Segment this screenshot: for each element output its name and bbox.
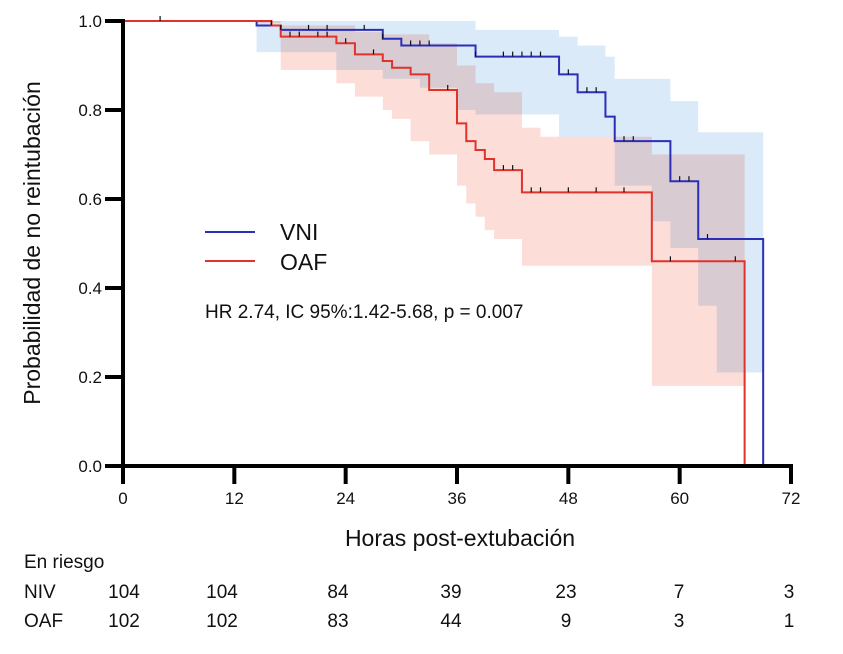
x-axis-title: Horas post-extubación	[345, 525, 575, 551]
legend: VNI OAF	[205, 219, 327, 275]
risk-value: 3	[783, 582, 795, 603]
axes: 0.0 0.2 0.4 0.6 0.8 1.0 0 12 24 36 48 60 72	[78, 12, 800, 508]
x-tick-label: 0	[118, 489, 127, 508]
x-tick-label: 48	[559, 489, 578, 508]
y-axis-title: Probabilidad de no reintubación	[19, 81, 45, 405]
x-tick-label: 12	[225, 489, 244, 508]
x-tick-label: 72	[782, 489, 801, 508]
censor-marks	[159, 16, 736, 262]
x-tick-label: 60	[670, 489, 689, 508]
risk-value: 39	[440, 582, 462, 603]
risk-value: 3	[673, 611, 685, 632]
y-tick-label: 0.4	[78, 279, 102, 298]
risk-row-label: OAF	[24, 611, 64, 632]
legend-label-vni: VNI	[280, 219, 318, 245]
risk-value: 84	[327, 582, 349, 603]
risk-value: 102	[206, 611, 238, 632]
risk-table-title: En riesgo	[24, 552, 105, 573]
risk-value: 7	[673, 582, 685, 603]
confidence-bands	[123, 21, 764, 386]
ci-band-vni	[123, 21, 764, 373]
hazard-ratio-annotation: HR 2.74, IC 95%:1.42-5.68, p = 0.007	[205, 302, 523, 323]
y-tick-label: 0.8	[78, 101, 102, 120]
legend-label-oaf: OAF	[280, 249, 327, 275]
x-tick-label: 36	[448, 489, 467, 508]
y-tick-label: 0.2	[78, 368, 102, 387]
risk-value: 23	[555, 582, 577, 603]
risk-value: 104	[108, 582, 140, 603]
risk-value: 9	[560, 611, 572, 632]
risk-value: 44	[440, 611, 462, 632]
y-tick-label: 1.0	[78, 12, 102, 31]
y-tick-label: 0.0	[78, 457, 102, 476]
risk-value: 83	[327, 611, 349, 632]
risk-row-label: NIV	[24, 582, 56, 603]
risk-value: 104	[206, 582, 238, 603]
risk-value: 102	[108, 611, 140, 632]
x-tick-label: 24	[336, 489, 355, 508]
ci-band-oaf	[123, 21, 745, 386]
risk-value: 1	[783, 611, 795, 632]
y-tick-label: 0.6	[78, 190, 102, 209]
